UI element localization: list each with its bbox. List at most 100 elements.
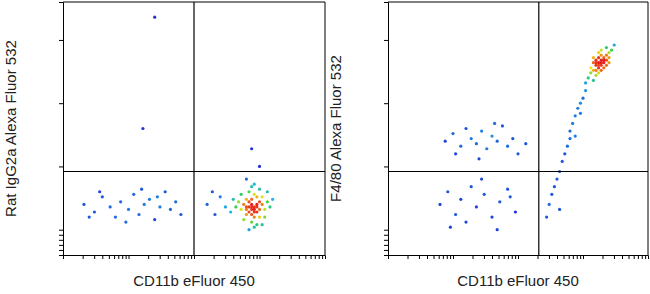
tick (603, 255, 604, 259)
tick-mark (118, 255, 119, 259)
tick-mark (538, 255, 539, 259)
tick (614, 255, 615, 259)
tick (253, 255, 254, 259)
tick-mark (642, 255, 643, 259)
tick (569, 255, 570, 259)
event (454, 152, 457, 155)
event (597, 51, 600, 54)
event (247, 200, 250, 203)
tick-mark (59, 40, 63, 41)
tick-mark (443, 255, 444, 259)
event (553, 185, 556, 188)
tick (434, 255, 435, 259)
tick (184, 255, 185, 259)
event (597, 71, 600, 74)
tick-mark (279, 255, 280, 259)
y-axis-title: Rat IgG2a Alexa Fluor 532 (2, 40, 19, 217)
panel: CD11b eFluor 450F4/80 Alexa Fluor 532 (327, 2, 649, 289)
tick-mark (453, 255, 454, 259)
tick (580, 255, 581, 259)
event (263, 208, 266, 211)
y-axis (384, 3, 389, 256)
tick-mark (384, 166, 388, 167)
tick-mark (59, 250, 63, 251)
x-axis-title: CD11b eFluor 450 (133, 272, 254, 289)
tick-mark (305, 255, 306, 259)
tick (315, 255, 316, 259)
event (250, 147, 253, 150)
event (124, 221, 127, 224)
event (109, 205, 112, 208)
tick (94, 255, 95, 259)
event (574, 134, 577, 137)
event (613, 43, 616, 46)
tick (225, 255, 226, 259)
tick-mark (233, 255, 234, 259)
tick (59, 103, 63, 104)
event (240, 208, 243, 211)
tick (549, 255, 550, 259)
event (98, 190, 101, 193)
event (242, 218, 245, 221)
event (550, 193, 553, 196)
event (464, 221, 467, 224)
tick (160, 255, 161, 259)
tick (129, 255, 130, 259)
event (250, 213, 253, 216)
event (581, 97, 584, 100)
tick (384, 245, 388, 246)
event (607, 61, 610, 64)
tick-mark (518, 255, 519, 259)
tick (260, 255, 261, 259)
y-axis (59, 3, 64, 256)
event (143, 203, 146, 206)
tick (83, 255, 84, 259)
tick-mark (160, 255, 161, 259)
event (568, 129, 571, 132)
event (563, 152, 566, 155)
tick-mark (148, 255, 149, 259)
event (592, 56, 595, 59)
event (141, 127, 144, 130)
event (258, 165, 261, 168)
event (253, 215, 256, 218)
event (449, 226, 452, 229)
tick-mark (484, 255, 485, 259)
tick (427, 255, 428, 259)
tick-mark (515, 255, 516, 259)
tick-mark (492, 255, 493, 259)
event (93, 210, 96, 213)
event (255, 223, 258, 226)
tick (122, 255, 123, 259)
tick (515, 255, 516, 259)
frame (63, 2, 325, 255)
tick (148, 255, 149, 259)
event (250, 185, 253, 188)
tick (257, 255, 258, 259)
event (266, 200, 269, 203)
event (511, 137, 514, 140)
tick (577, 255, 578, 259)
event (516, 152, 519, 155)
event (224, 205, 227, 208)
tick (492, 255, 493, 259)
tick-mark (174, 255, 175, 259)
event (589, 66, 592, 69)
event (263, 215, 266, 218)
tick-mark (225, 255, 226, 259)
event (597, 56, 600, 59)
tick-mark (634, 255, 635, 259)
event (579, 102, 582, 105)
event (253, 193, 256, 196)
event (153, 218, 156, 221)
event (148, 198, 151, 201)
event (140, 188, 143, 191)
tick (233, 255, 234, 259)
tick-mark (191, 255, 192, 259)
tick-mark (408, 255, 409, 259)
event (592, 79, 595, 82)
event (477, 157, 480, 160)
tick (453, 255, 454, 259)
tick (384, 235, 388, 236)
tick-mark (384, 40, 388, 41)
